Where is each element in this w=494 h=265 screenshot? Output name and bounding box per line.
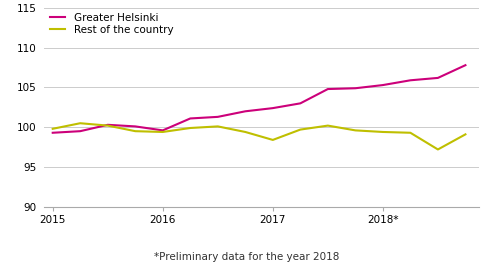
Legend: Greater Helsinki, Rest of the country: Greater Helsinki, Rest of the country: [47, 11, 175, 37]
Greater Helsinki: [243, 110, 248, 113]
Rest of the country: [132, 130, 138, 133]
Rest of the country: [215, 125, 221, 128]
Greater Helsinki: [105, 123, 111, 126]
Rest of the country: [187, 126, 193, 130]
Rest of the country: [435, 148, 441, 151]
Rest of the country: [77, 122, 83, 125]
Greater Helsinki: [352, 87, 358, 90]
Greater Helsinki: [215, 115, 221, 118]
Rest of the country: [270, 138, 276, 142]
Rest of the country: [408, 131, 413, 134]
Greater Helsinki: [380, 83, 386, 87]
Greater Helsinki: [462, 64, 468, 67]
Greater Helsinki: [77, 130, 83, 133]
Greater Helsinki: [297, 102, 303, 105]
Rest of the country: [50, 127, 56, 130]
Greater Helsinki: [132, 125, 138, 128]
Rest of the country: [380, 130, 386, 134]
Line: Greater Helsinki: Greater Helsinki: [53, 65, 465, 133]
Greater Helsinki: [435, 76, 441, 80]
Text: *Preliminary data for the year 2018: *Preliminary data for the year 2018: [154, 252, 340, 262]
Rest of the country: [297, 128, 303, 131]
Line: Rest of the country: Rest of the country: [53, 123, 465, 149]
Greater Helsinki: [50, 131, 56, 134]
Rest of the country: [105, 124, 111, 127]
Rest of the country: [462, 133, 468, 136]
Greater Helsinki: [160, 129, 165, 132]
Greater Helsinki: [325, 87, 331, 91]
Greater Helsinki: [270, 107, 276, 110]
Rest of the country: [243, 130, 248, 134]
Greater Helsinki: [408, 79, 413, 82]
Rest of the country: [160, 130, 165, 134]
Rest of the country: [325, 124, 331, 127]
Rest of the country: [352, 129, 358, 132]
Greater Helsinki: [187, 117, 193, 120]
